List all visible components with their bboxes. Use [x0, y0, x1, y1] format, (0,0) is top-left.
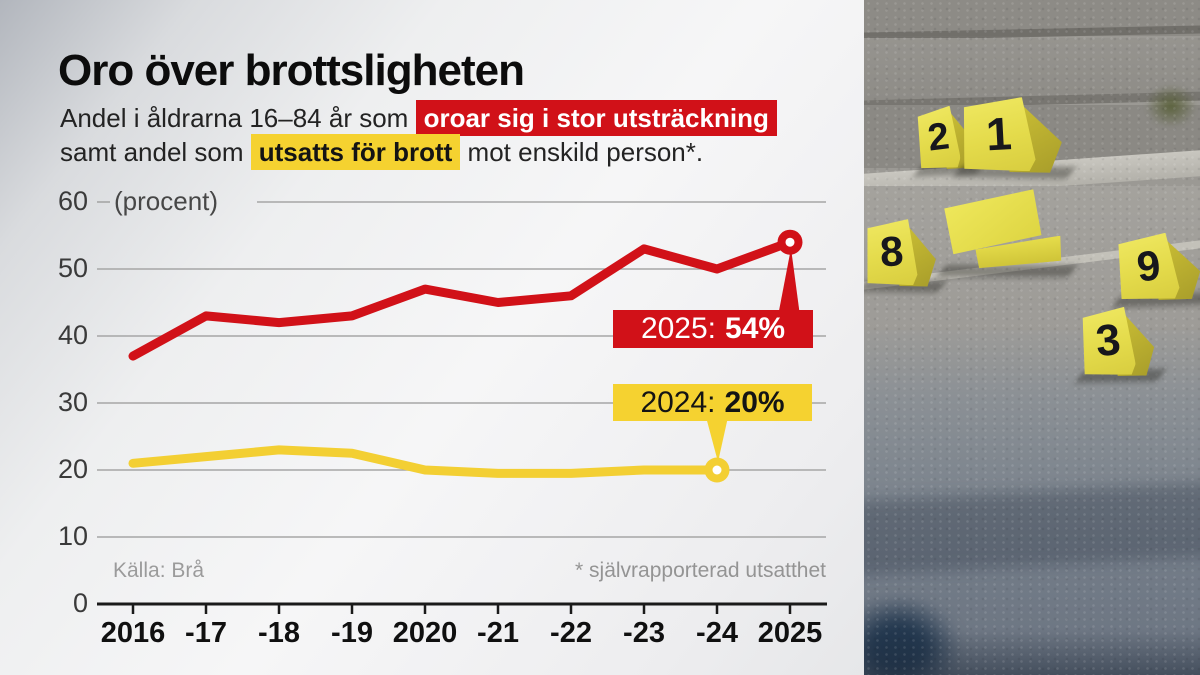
x-axis-label: -23 [623, 617, 665, 649]
subtitle-text: mot enskild person*. [467, 137, 704, 167]
marker-number: 3 [1094, 315, 1123, 367]
y-axis-label: 60 [57, 186, 88, 216]
subtitle-text: samt andel som [60, 137, 244, 167]
marker-number: 8 [878, 227, 905, 276]
x-axis-label: -18 [258, 617, 300, 649]
marker-number: 9 [1134, 241, 1163, 291]
marker-front-face: 9 [1117, 232, 1180, 300]
marker-shadow [937, 265, 1078, 277]
y-axis-label: 30 [57, 387, 88, 417]
x-axis-label: 2016 [100, 617, 166, 649]
subtitle-highlight-crime: utsatts för brott [250, 134, 461, 170]
callout-2025: 2025: 54% [613, 310, 813, 348]
page-title: Oro över brottsligheten [58, 46, 525, 95]
evidence-marker-9: 9 [1111, 232, 1200, 308]
evidence-marker-1: 1 [953, 96, 1076, 179]
bottom-shadow [864, 629, 1200, 675]
pavement-band [864, 38, 1200, 100]
source-label: Källa: Brå [113, 559, 205, 582]
callout-value: 54% [725, 312, 786, 345]
weed-tuft [1145, 84, 1197, 128]
subtitle-line-1: Andel i åldrarna 16–84 år som oroar sig … [60, 100, 777, 136]
chart-panel: Oro över brottsligheten Andel i åldrarna… [0, 0, 864, 675]
x-axis-label: -21 [477, 617, 519, 649]
callout-year: 2024: [640, 385, 716, 419]
callout-pointer-yellow [706, 417, 728, 462]
footnote-label: * självrapporterad utsatthet [575, 559, 826, 582]
y-axis-label: 50 [57, 253, 88, 283]
subtitle-line-2: samt andel som utsatts för brott mot ens… [60, 134, 704, 170]
callout-year: 2025: [640, 312, 717, 345]
marker-number: 1 [984, 107, 1014, 161]
evidence-marker-fallen [937, 196, 1078, 277]
y-axis-label: 10 [57, 521, 88, 551]
y-axis-label: 20 [57, 454, 88, 484]
marker-number: 2 [925, 115, 952, 160]
evidence-marker-8: 8 [864, 218, 947, 293]
y-axis-unit-label: (procent) [114, 186, 219, 216]
marker-front-face: 2 [916, 105, 961, 169]
x-axis-label: 2020 [392, 617, 458, 649]
x-axis-label: -24 [696, 617, 738, 649]
callout-pointer-red [778, 248, 800, 316]
y-axis-label: 40 [57, 320, 88, 350]
y-axis-label: 0 [72, 588, 88, 618]
subtitle-text: Andel i åldrarna 16–84 år som [60, 103, 409, 133]
x-axis-label: -19 [331, 617, 373, 649]
x-axis-label: 2025 [757, 617, 823, 649]
marker-front-face: 1 [961, 96, 1036, 171]
marker-front-face: 3 [1081, 307, 1135, 376]
subtitle-highlight-worry: oroar sig i stor utsträckning [415, 100, 777, 136]
series-line-victimisation [128, 445, 722, 478]
end-point-hole [712, 465, 722, 475]
x-axis-label: -22 [550, 617, 592, 649]
end-point-hole [785, 237, 795, 247]
series-line-worry [128, 237, 795, 361]
callout-2024: 2024: 20% [613, 384, 812, 421]
x-axis-label: -17 [185, 617, 227, 649]
marker-front-face: 8 [865, 218, 918, 285]
callout-value: 20% [724, 385, 785, 419]
evidence-marker-3: 3 [1075, 306, 1166, 383]
